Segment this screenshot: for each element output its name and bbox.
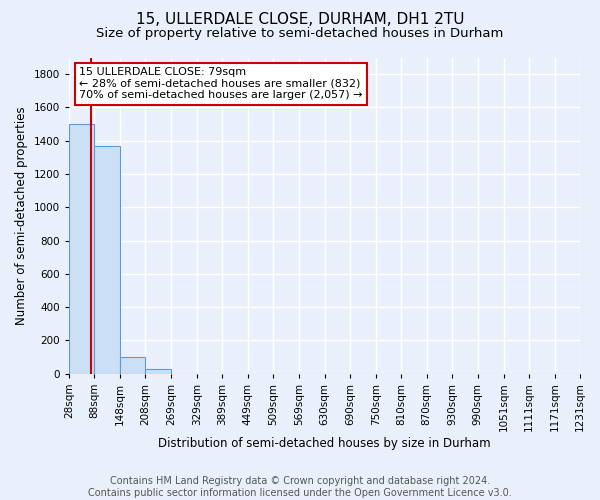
Text: Size of property relative to semi-detached houses in Durham: Size of property relative to semi-detach… bbox=[97, 28, 503, 40]
Bar bbox=[69, 124, 94, 374]
Bar bbox=[145, 368, 171, 374]
Text: 15 ULLERDALE CLOSE: 79sqm
← 28% of semi-detached houses are smaller (832)
70% of: 15 ULLERDALE CLOSE: 79sqm ← 28% of semi-… bbox=[79, 67, 362, 100]
Y-axis label: Number of semi-detached properties: Number of semi-detached properties bbox=[15, 106, 28, 325]
Text: Contains HM Land Registry data © Crown copyright and database right 2024.
Contai: Contains HM Land Registry data © Crown c… bbox=[88, 476, 512, 498]
X-axis label: Distribution of semi-detached houses by size in Durham: Distribution of semi-detached houses by … bbox=[158, 437, 491, 450]
Bar bbox=[120, 357, 145, 374]
Bar bbox=[94, 146, 120, 374]
Text: 15, ULLERDALE CLOSE, DURHAM, DH1 2TU: 15, ULLERDALE CLOSE, DURHAM, DH1 2TU bbox=[136, 12, 464, 28]
